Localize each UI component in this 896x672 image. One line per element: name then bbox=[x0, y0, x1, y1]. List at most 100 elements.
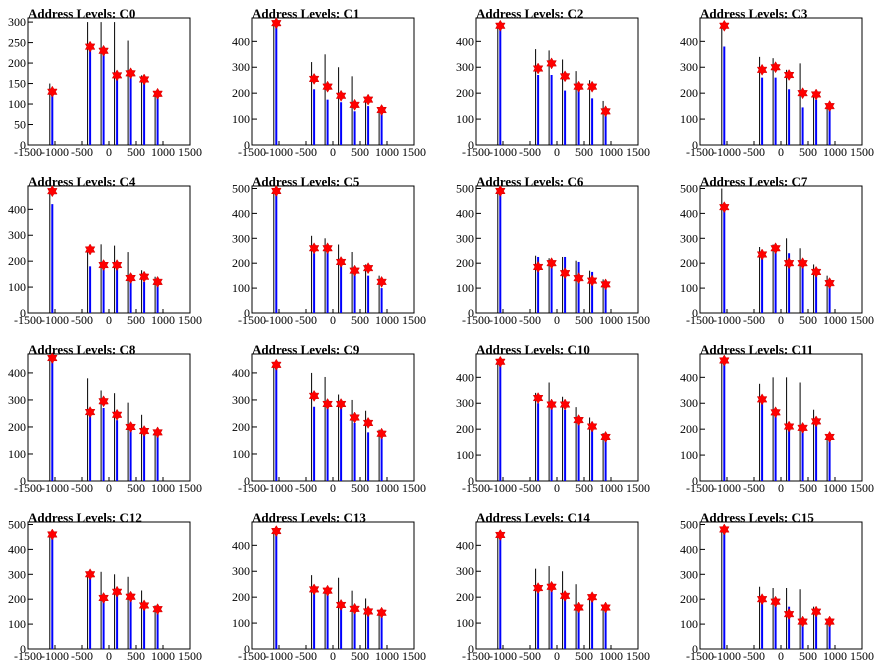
peak-marker bbox=[495, 185, 506, 197]
y-tick-label: 300 bbox=[8, 567, 26, 581]
peak-marker bbox=[362, 416, 374, 429]
peak-marker bbox=[532, 392, 544, 405]
x-tick-label: -1500 bbox=[14, 481, 42, 495]
x-tick-label: -500 bbox=[519, 145, 541, 159]
peak-marker bbox=[770, 242, 781, 255]
y-tick-label: 400 bbox=[232, 34, 250, 48]
peak-marker bbox=[111, 69, 123, 82]
peak-marker bbox=[98, 395, 109, 408]
panel-title: Address Levels: C10 bbox=[476, 342, 590, 357]
chart-svg: 0 100 200 300 400 -1500 -1000 -500 0 500 1000 1500 bbox=[456, 17, 650, 159]
y-tick-label: 200 bbox=[680, 86, 698, 100]
y-tick-label: 50 bbox=[14, 118, 26, 132]
y-tick-label: 0 bbox=[468, 642, 474, 656]
peak-marker bbox=[308, 583, 320, 596]
peak-marker bbox=[125, 272, 136, 284]
y-tick-label: 400 bbox=[8, 202, 26, 216]
y-tick-label: 200 bbox=[232, 256, 250, 270]
peak-marker bbox=[495, 19, 506, 32]
y-tick-label: 200 bbox=[232, 590, 250, 604]
x-tick-label: 1500 bbox=[626, 313, 650, 327]
panel-title: Address Levels: C11 bbox=[700, 342, 814, 357]
x-tick-label: 0 bbox=[106, 649, 112, 663]
chart-svg: 0 100 200 300 400 -1500 -1000 -500 0 500 1000 1500 bbox=[8, 185, 202, 327]
chart-panel: 0 100 200 300 400 -1500 -1000 -500 0 500 1000 1500 A… bbox=[0, 168, 224, 336]
peak-marker bbox=[111, 408, 123, 421]
x-tick-label: 1000 bbox=[375, 481, 399, 495]
y-tick-label: 200 bbox=[232, 420, 250, 434]
peak-marker bbox=[111, 585, 123, 598]
y-tick-label: 0 bbox=[468, 306, 474, 320]
x-tick-label: 1500 bbox=[850, 481, 874, 495]
x-tick-label: 1500 bbox=[178, 481, 202, 495]
panel-title: Address Levels: C9 bbox=[252, 342, 360, 357]
y-tick-label: 300 bbox=[8, 15, 26, 29]
peak-marker bbox=[308, 72, 320, 85]
peak-marker bbox=[546, 398, 557, 411]
x-tick-label: 0 bbox=[106, 313, 112, 327]
peak-marker bbox=[586, 274, 598, 287]
peak-marker bbox=[756, 63, 768, 76]
y-tick-label: 100 bbox=[456, 616, 474, 630]
x-tick-label: 0 bbox=[778, 145, 784, 159]
y-tick-label: 500 bbox=[232, 181, 250, 195]
x-tick-label: 1000 bbox=[823, 481, 847, 495]
x-tick-label: -1000 bbox=[41, 649, 69, 663]
peak-marker bbox=[138, 73, 150, 86]
y-tick-label: 0 bbox=[20, 642, 26, 656]
y-tick-label: 100 bbox=[680, 448, 698, 462]
chart-panel: 0 100 200 300 400 -1500 -1000 -500 0 500 1000 1500 A… bbox=[672, 336, 896, 504]
x-tick-label: 1000 bbox=[375, 649, 399, 663]
peak-marker bbox=[559, 589, 571, 602]
peak-marker bbox=[600, 105, 611, 118]
peak-marker bbox=[84, 406, 96, 419]
peak-marker bbox=[559, 70, 571, 83]
y-tick-label: 200 bbox=[8, 56, 26, 70]
panel-title: Address Levels: C1 bbox=[252, 6, 360, 21]
peak-marker bbox=[532, 582, 544, 595]
peak-marker bbox=[810, 605, 822, 618]
peak-marker bbox=[797, 87, 808, 100]
peak-marker bbox=[138, 599, 150, 612]
x-tick-label: 500 bbox=[575, 313, 593, 327]
x-tick-label: -500 bbox=[71, 649, 93, 663]
peak-marker bbox=[783, 257, 795, 270]
peak-marker bbox=[98, 592, 109, 605]
chart-svg: 0 100 200 300 400 -1500 -1000 -500 0 500 1000 1500 bbox=[456, 353, 650, 495]
y-tick-label: 0 bbox=[468, 474, 474, 488]
chart-panel: 0 100 200 300 400 500 -1500 -1000 -500 0 500 1000 15… bbox=[0, 504, 224, 672]
x-tick-label: -1500 bbox=[686, 145, 714, 159]
peak-marker bbox=[335, 398, 347, 410]
peak-marker bbox=[586, 591, 598, 604]
chart-svg: 0 100 200 300 400 -1500 -1000 -500 0 500 1000 1500 bbox=[232, 353, 426, 495]
peak-marker bbox=[573, 601, 584, 614]
peak-marker bbox=[719, 19, 730, 32]
x-tick-label: 500 bbox=[575, 145, 593, 159]
peak-marker bbox=[756, 593, 768, 606]
x-tick-label: 0 bbox=[106, 481, 112, 495]
x-tick-label: 1000 bbox=[375, 145, 399, 159]
y-tick-label: 100 bbox=[232, 616, 250, 630]
peak-marker bbox=[824, 277, 835, 290]
peak-marker bbox=[152, 87, 163, 100]
chart-svg: 0 100 200 300 400 500 -1500 -1000 -500 0 500 1000 15… bbox=[456, 181, 650, 327]
x-tick-label: -1500 bbox=[686, 313, 714, 327]
peak-marker bbox=[810, 265, 822, 278]
x-tick-label: -1000 bbox=[489, 313, 517, 327]
y-tick-label: 400 bbox=[232, 366, 250, 380]
chart-panel: 0 100 200 300 400 -1500 -1000 -500 0 500 1000 1500 A… bbox=[224, 0, 448, 168]
peak-marker bbox=[98, 259, 109, 272]
chart-svg: 0 100 200 300 400 -1500 -1000 -500 0 500 1000 1500 bbox=[680, 17, 874, 159]
x-tick-label: -1000 bbox=[713, 481, 741, 495]
peak-marker bbox=[600, 430, 611, 443]
chart-svg: 0 100 200 300 400 500 -1500 -1000 -500 0 500 1000 15… bbox=[8, 517, 202, 663]
y-tick-label: 100 bbox=[8, 97, 26, 111]
x-tick-label: -1500 bbox=[462, 145, 490, 159]
x-tick-label: -500 bbox=[743, 313, 765, 327]
x-tick-label: -1500 bbox=[14, 649, 42, 663]
peak-marker bbox=[47, 528, 58, 541]
x-tick-label: 1500 bbox=[178, 145, 202, 159]
peak-marker bbox=[824, 430, 835, 443]
y-tick-label: 300 bbox=[456, 564, 474, 578]
y-tick-label: 200 bbox=[456, 422, 474, 436]
